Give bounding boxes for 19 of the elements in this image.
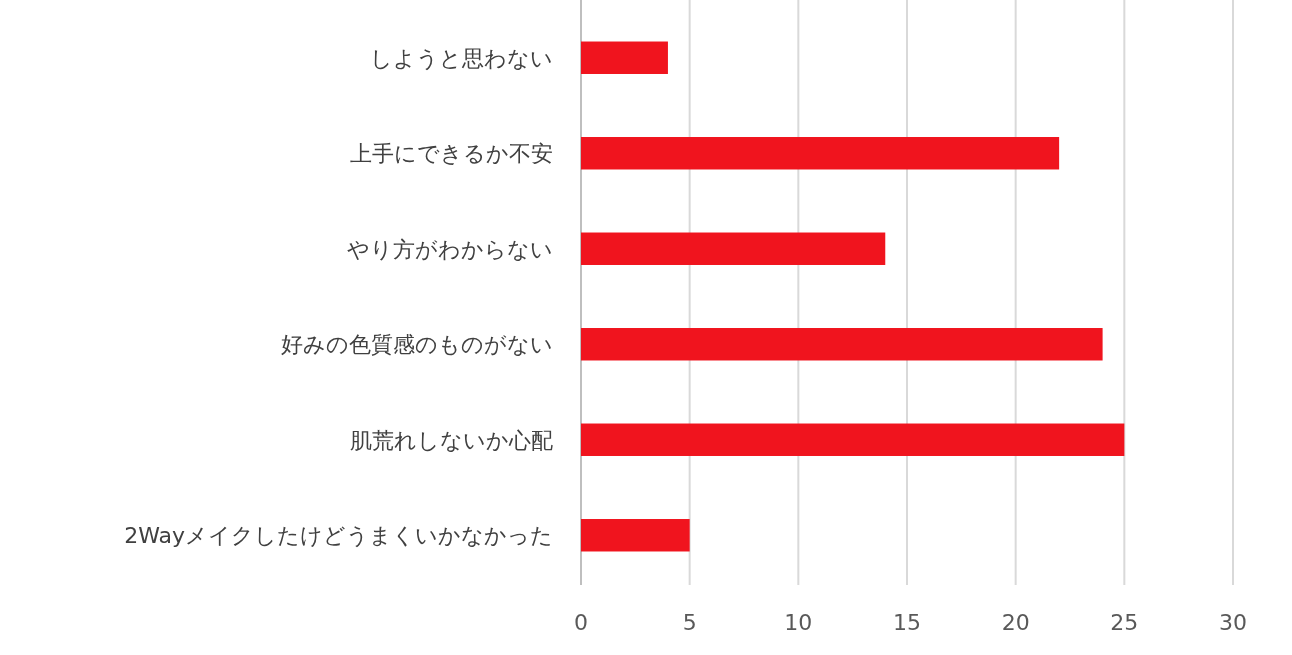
bar — [581, 519, 690, 552]
y-tick-label: 2Wayメイクしたけどうまくいかなかった — [124, 523, 553, 549]
y-tick-label: 上手にできるか不安 — [350, 141, 553, 167]
x-tick-label: 25 — [1110, 610, 1139, 635]
bar — [581, 423, 1125, 456]
x-tick-label: 30 — [1219, 610, 1247, 635]
y-tick-label: 肌荒れしないか心配 — [350, 427, 553, 453]
y-tick-label: しようと思わない — [370, 45, 553, 71]
x-tick-label: 20 — [1001, 610, 1030, 635]
bar — [581, 328, 1103, 361]
y-tick-label: やり方がわからない — [347, 236, 553, 262]
y-tick-label: 好みの色質感のものがない — [281, 332, 553, 358]
bar — [581, 232, 886, 265]
x-tick-label: 5 — [682, 610, 697, 635]
bar — [581, 137, 1060, 170]
bar — [581, 41, 668, 74]
x-tick-label: 0 — [574, 610, 588, 635]
x-tick-label: 15 — [893, 610, 921, 635]
x-tick-label: 10 — [784, 610, 813, 635]
